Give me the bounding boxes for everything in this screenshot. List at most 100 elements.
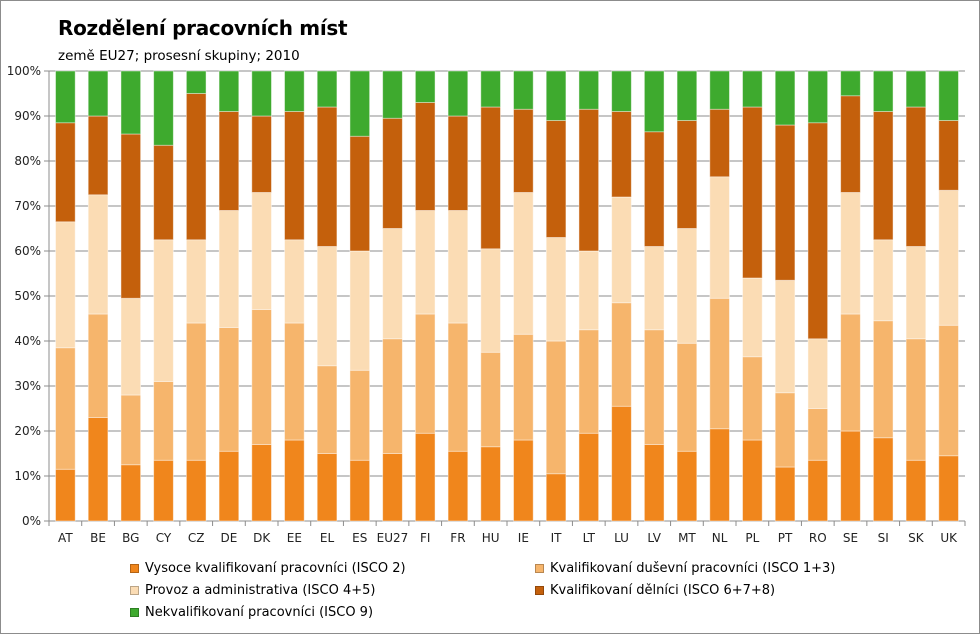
bar-segment-shade	[284, 239, 305, 324]
x-tick-label: EU27	[377, 531, 409, 545]
bar-segment-shade	[251, 70, 272, 117]
bar-segment-shade	[55, 468, 76, 522]
bar-segment-shade	[382, 453, 403, 522]
x-tick-label: DE	[221, 531, 238, 545]
bar-segment-shade	[316, 365, 338, 454]
bar-segment-shade	[480, 248, 501, 353]
bar-segment-shade	[742, 439, 763, 522]
bar-segment-shade	[87, 194, 109, 315]
bar-segment-shade	[349, 369, 371, 461]
x-tick-label: LT	[583, 531, 596, 545]
bar-segment-shade	[611, 111, 632, 198]
bar-segment-shade	[349, 70, 371, 137]
bar-segment-shade	[938, 324, 959, 457]
bar-segment-shade	[873, 437, 894, 522]
bar-segment-shade	[153, 70, 174, 146]
bar-segment-shade	[578, 432, 600, 522]
bar-segment-shade	[840, 70, 861, 97]
bar-segment-shade	[873, 111, 894, 241]
bar-segment-shade	[153, 144, 174, 241]
bar-segment-shade	[251, 115, 272, 193]
bar-segment-shade	[938, 189, 959, 326]
bar-segment-shade	[382, 338, 403, 454]
bar-segment-shade	[545, 473, 567, 522]
bar-segment-shade	[774, 392, 796, 468]
x-tick-label: DK	[253, 531, 271, 545]
bar-segment-shade	[185, 239, 207, 324]
x-tick-label: SE	[843, 531, 858, 545]
x-tick-label: BE	[90, 531, 106, 545]
x-tick-label: CZ	[188, 531, 205, 545]
bar-segment-shade	[251, 192, 272, 310]
bar-segment-shade	[905, 338, 927, 461]
bar-segment-shade	[284, 322, 305, 441]
bar-segment-shade	[414, 210, 436, 315]
bar-segment-shade	[480, 446, 501, 522]
bar-segment-shade	[611, 70, 632, 112]
bar-segment-shade	[87, 115, 109, 196]
bar-segment-shade	[382, 228, 403, 340]
bar-segment-shade	[774, 70, 796, 126]
bar-segment-shade	[447, 322, 469, 452]
bar-segment-shade	[774, 124, 796, 281]
bar-segment-shade	[120, 133, 141, 299]
y-tick-label: 20%	[14, 424, 41, 438]
bar-segment-shade	[87, 70, 109, 117]
x-tick-label: PT	[778, 531, 793, 545]
y-tick-label: 10%	[14, 469, 41, 483]
bar-segment-shade	[578, 329, 600, 434]
bar-segment-shade	[414, 432, 436, 522]
bar-segment-shade	[447, 450, 469, 522]
x-tick-label: FR	[450, 531, 465, 545]
x-tick-label: IE	[518, 531, 529, 545]
bar-segment-shade	[578, 108, 600, 252]
x-tick-label: IT	[551, 531, 563, 545]
bar-segment-shade	[316, 453, 338, 522]
bar-segment-shade	[185, 70, 207, 94]
bar-segment-shade	[807, 338, 829, 409]
bar-segment-shade	[578, 70, 600, 110]
bar-segment-shade	[55, 122, 76, 223]
bar-segment-shade	[742, 70, 763, 108]
bar-segment-shade	[55, 70, 76, 124]
bar-segment-shade	[676, 120, 698, 229]
x-tick-label: UK	[940, 531, 958, 545]
bar-segment-shade	[905, 459, 927, 522]
x-tick-label: SI	[878, 531, 889, 545]
bar-segment-shade	[284, 111, 305, 241]
y-tick-label: 30%	[14, 379, 41, 393]
bar-segment-shade	[840, 95, 861, 193]
bar-segment-shade	[382, 70, 403, 119]
bar-segment-shade	[676, 342, 698, 452]
x-tick-label: PL	[745, 531, 759, 545]
bar-segment-shade	[447, 210, 469, 324]
bar-segment-shade	[513, 70, 534, 110]
x-tick-label: BG	[122, 531, 139, 545]
bar-segment-shade	[644, 70, 665, 133]
y-tick-label: 50%	[14, 289, 41, 303]
bar-segment-shade	[513, 108, 534, 193]
bar-segment-shade	[644, 329, 665, 445]
bar-segment-shade	[185, 93, 207, 241]
bar-segment-shade	[905, 246, 927, 340]
bar-segment-shade	[742, 277, 763, 358]
bar-segment-shade	[774, 279, 796, 394]
y-tick-label: 40%	[14, 334, 41, 348]
bar-segment-shade	[873, 320, 894, 439]
bar-segment-shade	[218, 327, 240, 452]
bar-segment-shade	[480, 70, 501, 108]
bar-segment-shade	[644, 131, 665, 247]
bar-segment-shade	[840, 192, 861, 315]
bar-segment-shade	[55, 347, 76, 470]
bar-segment-shade	[709, 108, 730, 178]
bar-segment-shade	[807, 122, 829, 340]
bar-segment-shade	[153, 459, 174, 522]
bar-segment-shade	[545, 70, 567, 121]
y-tick-label: 80%	[14, 154, 41, 168]
bar-segment-shade	[905, 70, 927, 108]
bar-segment-shade	[578, 250, 600, 331]
bar-segment-shade	[644, 444, 665, 522]
bar-segment-shade	[185, 459, 207, 522]
bar-segment-shade	[218, 70, 240, 112]
